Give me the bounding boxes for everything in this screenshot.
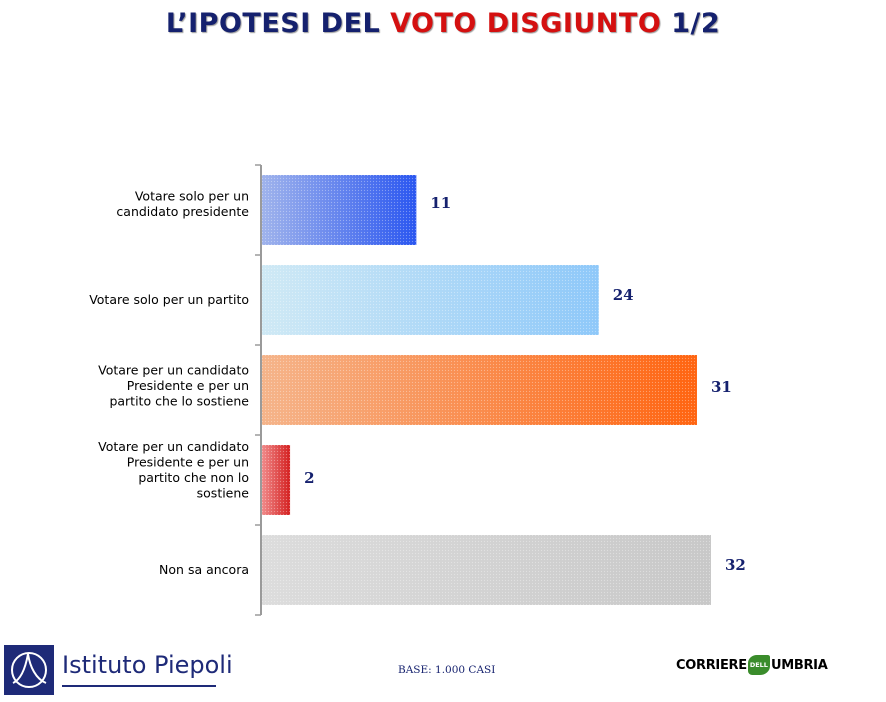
category-label-1: Votare solo per un candidato presidente: [116, 188, 249, 219]
chart-title: L’IPOTESI DEL VOTO DISGIUNTO 1/2: [0, 8, 886, 39]
bar-chart: 11 Votare solo per un candidato presidente…: [89, 164, 746, 616]
category-label-4: Votare per un candidato Presidente e per …: [98, 438, 249, 500]
title-part-1: L’IPOTESI DEL: [165, 8, 381, 39]
value-label-2: 24: [613, 286, 634, 304]
category-label-2: Votare solo per un partito: [89, 292, 249, 307]
category-label-3: Votare per un candidato Presidente e per …: [98, 362, 249, 408]
corriere-logo-word-1: CORRIERE: [676, 657, 747, 673]
bar-3-texture: [262, 355, 697, 425]
bar-5-texture: [262, 535, 711, 605]
corriere-logo-badge: DELL: [747, 655, 770, 675]
base-note: BASE: 1.000 CASI: [398, 664, 496, 676]
value-label-5: 32: [725, 556, 746, 574]
bar-2-texture: [262, 265, 599, 335]
bar-4-texture: [262, 445, 291, 515]
value-label-3: 31: [711, 378, 732, 396]
istituto-piepoli-logo: Istituto Piepoli: [4, 645, 233, 695]
bar-1-texture: [262, 175, 417, 245]
piepoli-logo-text: Istituto Piepoli: [62, 651, 233, 679]
corriere-logo-word-2: UMBRIA: [770, 657, 828, 673]
value-label-4: 2: [304, 469, 314, 487]
piepoli-logo-underline: [62, 685, 216, 687]
title-part-2: VOTO DISGIUNTO: [390, 8, 662, 39]
piepoli-logo-mark: [4, 645, 54, 695]
title-part-3: 1/2: [671, 8, 721, 39]
category-label-5: Non sa ancora: [159, 562, 249, 577]
corriere-dell-umbria-logo: CORRIERE DELL UMBRIA: [676, 652, 828, 678]
value-label-1: 11: [430, 194, 451, 212]
